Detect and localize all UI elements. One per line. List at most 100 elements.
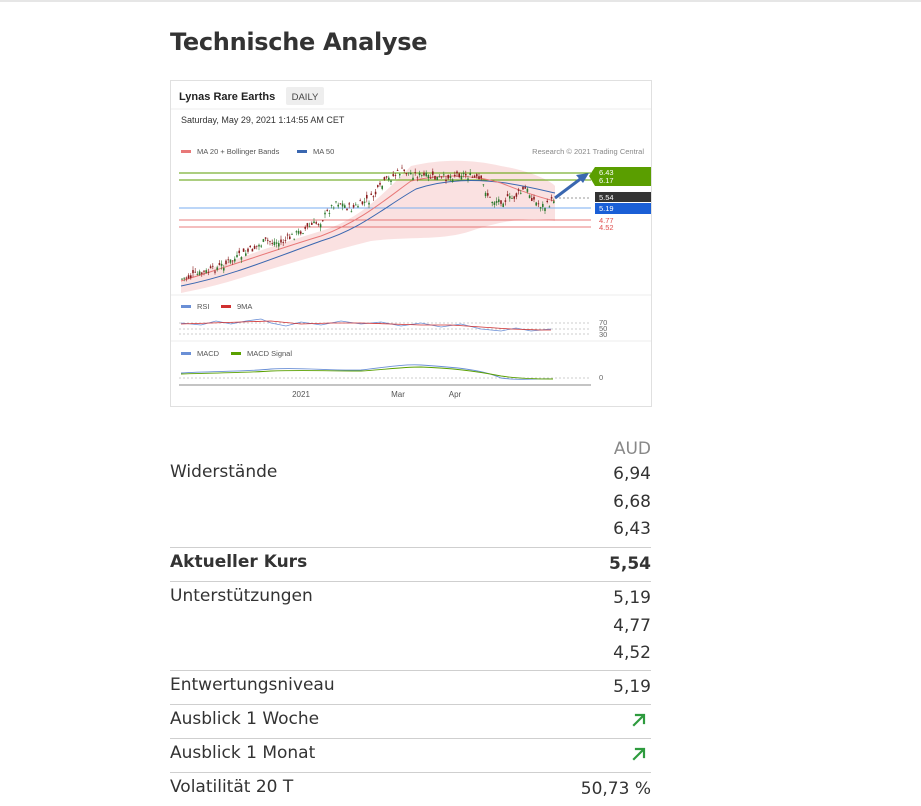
candle-body [216,267,218,270]
candle-body [242,248,245,252]
volatility-row: Volatilität 20 T 50,73 % [170,773,651,806]
candle-body [271,243,273,244]
candle-body [434,175,436,180]
candle-body [421,174,423,176]
candle-body [350,211,353,213]
current-tag-bg [595,192,651,202]
candle-body [469,173,471,176]
candle-body [258,244,260,247]
rsi-legend-swatch [181,305,191,308]
resistances-label: Widerstände [170,462,278,482]
page-title: Technische Analyse [170,28,428,56]
current-price-label: Aktueller Kurs [170,552,308,572]
period-badge-bg [286,87,324,105]
rsi-level-50-label: 50 [599,324,607,333]
candle-body [291,234,293,235]
candle-body [388,177,390,180]
candle-body [289,236,291,239]
candle-body [458,173,460,178]
candle-body [487,193,489,196]
outlook-month-label: Ausblick 1 Monat [170,743,316,763]
x-label-2021: 2021 [292,390,310,399]
candle-body [370,193,372,195]
candle-body [315,222,317,224]
candle-body [264,237,267,239]
candle-body [352,204,355,208]
candle-body [236,255,238,258]
candle-body [245,253,247,256]
candle-body [524,187,526,189]
levels-table: AUD Widerstände 6,94 6,68 6,43 Aktueller… [170,437,651,806]
candle-body [423,172,425,176]
candle-body [372,196,375,198]
candle-body [436,176,438,181]
arrow-up-right-icon [631,746,647,766]
candle-body [449,176,452,179]
macd-signal-line [180,366,554,380]
candle-body [311,222,313,225]
candle-body [295,231,298,233]
candle-body [269,241,271,243]
rsi-line [180,318,552,332]
candle-body [506,194,509,197]
pivot-tag: 5.19 [599,204,614,213]
candle-body [495,201,498,203]
candle-body [319,224,322,228]
candle-body [214,271,216,273]
candle-body [399,174,401,176]
candle-body [533,196,535,200]
pivot-value: 5,19 [613,677,651,697]
candle-body [302,233,304,234]
candle-body [467,178,469,181]
ma20-legend-swatch [181,150,191,153]
macd-legend: MACD [197,349,220,358]
candle-body [520,192,522,194]
resistance-value: 6,68 [613,491,651,512]
candle-body [407,172,410,174]
candle-body [396,170,399,171]
candle-body [196,273,199,275]
candle-body [223,268,225,271]
candle-body [539,207,542,209]
ma50-legend-swatch [297,150,307,153]
candle-body [218,263,221,265]
price-candles [181,164,555,282]
pivot-label: Entwertungsniveau [170,675,335,695]
candle-body [410,172,412,175]
macd-zero-label: 0 [599,373,603,382]
support-tag-2: 4.52 [599,223,614,232]
candle-body [247,248,249,252]
candle-body [304,227,306,229]
candle-body [198,271,201,275]
resistance-tag-bg [595,167,651,186]
ma50-line [180,180,556,287]
candle-body [390,180,392,182]
candle-body [227,259,229,261]
candle-body [293,238,295,240]
chart-credit: Research © 2021 Trading Central [532,147,644,156]
ma50-legend: MA 50 [313,147,334,156]
candle-body [273,241,276,246]
outlook-week-label: Ausblick 1 Woche [170,709,320,729]
candle-body [306,223,309,227]
forecast-arrow [554,175,584,200]
candle-body [377,185,379,187]
candle-body [322,220,324,222]
candle-body [522,186,524,190]
candle-body [328,213,331,214]
candle-body [366,194,368,199]
candle-body [414,172,416,173]
candle-body [201,272,203,274]
resistance-value: 6,43 [613,519,651,539]
candle-body [403,169,405,171]
resistance-tag-1: 6.43 [599,168,614,177]
candle-body [205,270,207,273]
candle-body [544,208,546,212]
candle-body [326,209,328,211]
candle-body [192,270,194,274]
candle-body [542,203,544,207]
candle-body [418,173,421,176]
top-divider [0,0,921,2]
candle-body [462,172,465,175]
candle-body [183,277,185,279]
